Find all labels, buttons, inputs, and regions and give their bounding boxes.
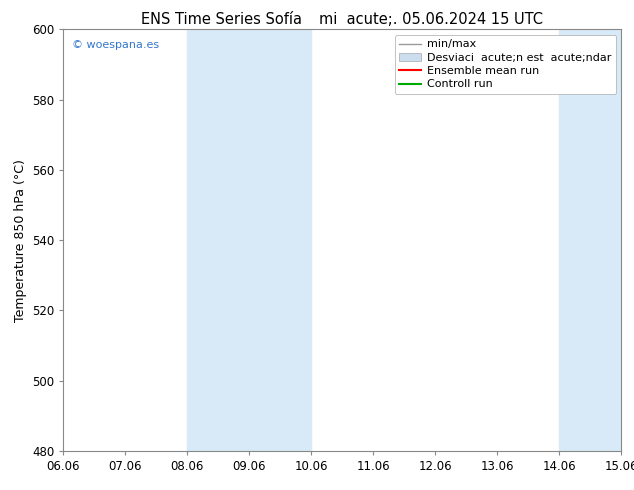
Text: ENS Time Series Sofía: ENS Time Series Sofía bbox=[141, 12, 302, 27]
Y-axis label: Temperature 850 hPa (°C): Temperature 850 hPa (°C) bbox=[13, 159, 27, 321]
Text: mi  acute;. 05.06.2024 15 UTC: mi acute;. 05.06.2024 15 UTC bbox=[319, 12, 543, 27]
Text: © woespana.es: © woespana.es bbox=[72, 40, 159, 50]
Legend: min/max, Desviaci  acute;n est  acute;ndar, Ensemble mean run, Controll run: min/max, Desviaci acute;n est acute;ndar… bbox=[395, 35, 616, 94]
Bar bbox=[559, 29, 621, 451]
Bar bbox=[188, 29, 311, 451]
